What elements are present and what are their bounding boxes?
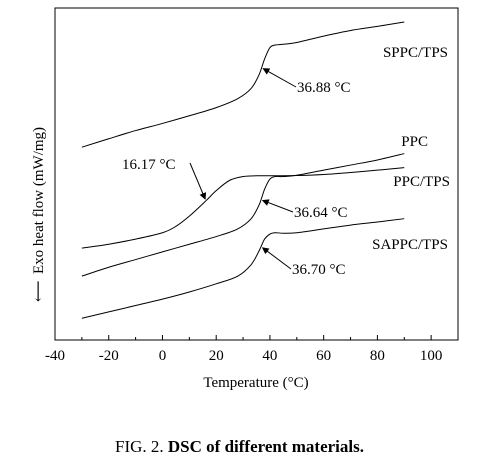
- series-line-sppc-tps: [81, 21, 405, 148]
- x-tick-label: 100: [420, 348, 443, 364]
- caption-title: DSC of different materials.: [167, 437, 364, 456]
- x-tick-label: 40: [262, 348, 277, 364]
- y-axis-label: Exo heat flow (mW/mg): [31, 127, 47, 274]
- series-label-ppc: PPC: [401, 134, 428, 150]
- series-line-ppc: [81, 167, 405, 249]
- x-axis-label: Temperature (°C): [203, 375, 308, 391]
- caption-prefix: FIG. 2.: [115, 437, 168, 456]
- annotation-arrow-sappc-tps: [261, 247, 292, 270]
- annotation-label-sappc-tps: 36.70 °C: [292, 262, 346, 278]
- plot-frame: [54, 7, 459, 341]
- series-label-ppc-tps: PPC/TPS: [393, 174, 450, 190]
- x-tick-label: 0: [159, 348, 167, 364]
- annotation-label-ppc-tps: 36.64 °C: [294, 205, 348, 221]
- figure-caption: FIG. 2. DSC of different materials.: [0, 437, 479, 457]
- y-axis-arrow: ⟵: [31, 280, 47, 302]
- x-tick-label: 80: [370, 348, 385, 364]
- series-line-ppc-tps: [81, 153, 405, 277]
- annotation-label-sppc-tps: 36.88 °C: [297, 80, 351, 96]
- x-tick-label: 60: [316, 348, 331, 364]
- annotation-arrow-ppc: [189, 162, 207, 200]
- x-tick-label: -40: [45, 348, 65, 364]
- annotation-label-ppc: 16.17 °C: [122, 157, 176, 173]
- dsc-chart: -40 -20 0 20 40 60 80 100 36.88 °C 16.17 °C 36.64…: [31, 7, 459, 391]
- x-tick-label: -20: [99, 348, 119, 364]
- x-tick-label: 20: [209, 348, 224, 364]
- series-label-sappc-tps: SAPPC/TPS: [372, 237, 448, 253]
- annotation-arrow-ppc-tps: [261, 199, 294, 213]
- series-label-sppc-tps: SPPC/TPS: [383, 45, 448, 61]
- annotation-arrow-sppc-tps: [262, 68, 297, 88]
- series-line-sappc-tps: [81, 218, 405, 319]
